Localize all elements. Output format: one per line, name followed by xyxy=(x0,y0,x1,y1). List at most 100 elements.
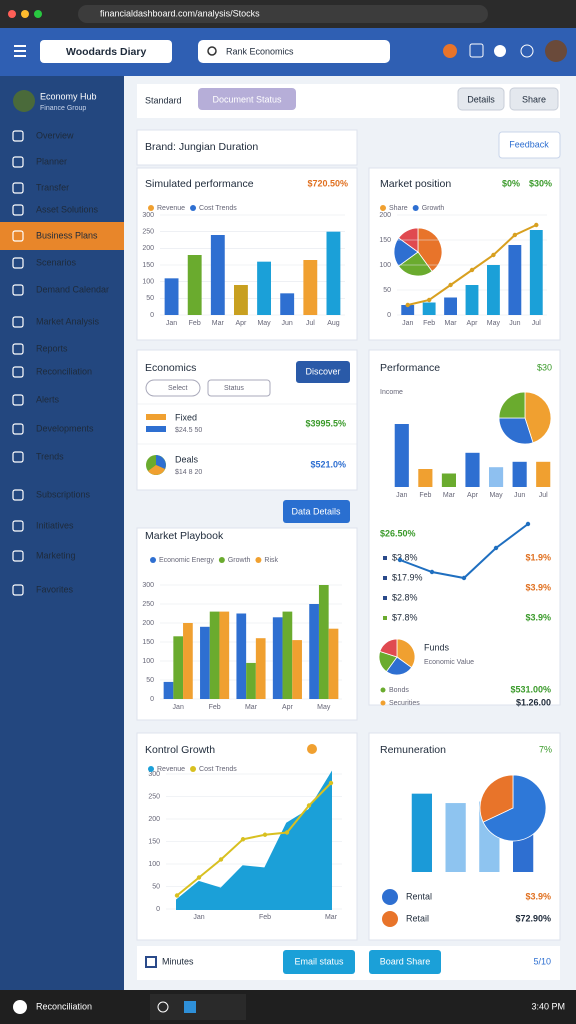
checkbox[interactable] xyxy=(145,956,157,968)
menu-item[interactable]: Market Analysis xyxy=(36,316,100,326)
task-icon[interactable] xyxy=(157,1001,169,1013)
status-pill[interactable] xyxy=(198,88,296,110)
menu-icon xyxy=(12,584,24,596)
row-name: Securities xyxy=(389,700,420,707)
header-icon[interactable] xyxy=(469,43,484,58)
x-tick-label: Jun xyxy=(509,320,520,327)
header-icon[interactable] xyxy=(494,45,506,57)
discover-button[interactable] xyxy=(296,361,350,383)
menu-icon xyxy=(12,366,24,378)
view-select[interactable]: Standard xyxy=(145,95,182,105)
feedback-label: Feedback xyxy=(509,139,549,149)
menu-icon xyxy=(12,156,24,168)
x-tick-label: Mar xyxy=(445,320,458,327)
menu-item[interactable]: Demand Calendar xyxy=(36,284,109,294)
menu-item[interactable]: Alerts xyxy=(36,394,60,404)
taskbar-left: Reconciliation xyxy=(36,1001,92,1011)
search-box[interactable] xyxy=(198,40,390,63)
avatar[interactable] xyxy=(545,40,567,62)
app-title: Woodards Diary xyxy=(66,46,146,58)
y-tick-label: 200 xyxy=(379,212,391,219)
share-button[interactable] xyxy=(369,950,441,974)
x-tick-label: Mar xyxy=(443,492,456,499)
menu-item[interactable]: Overview xyxy=(36,130,74,140)
x-tick-label: Mar xyxy=(325,914,338,921)
x-tick-label: Jan xyxy=(396,492,407,499)
x-tick-label: Jul xyxy=(532,320,541,327)
x-tick-label: Jan xyxy=(402,320,413,327)
window-close[interactable] xyxy=(8,10,16,18)
menu-item[interactable]: Asset Solutions xyxy=(36,204,99,214)
x-tick-label: Jun xyxy=(514,492,525,499)
point xyxy=(461,575,467,581)
bullet xyxy=(383,596,387,600)
menu-item[interactable]: Subscriptions xyxy=(36,489,91,499)
task-icon[interactable] xyxy=(184,1001,196,1013)
data-details-button[interactable] xyxy=(283,500,350,523)
menu-icon[interactable] xyxy=(14,45,26,57)
menu-item[interactable]: Favorites xyxy=(36,584,74,594)
y-tick-label: 50 xyxy=(146,677,154,684)
perf-value: $3.9% xyxy=(525,612,551,622)
point xyxy=(306,803,312,808)
x-tick-label: Jul xyxy=(539,492,548,499)
start-icon[interactable] xyxy=(13,1000,27,1014)
bar xyxy=(512,461,527,487)
bar xyxy=(441,473,456,487)
header-icon[interactable] xyxy=(520,44,534,58)
x-tick-label: Feb xyxy=(259,914,271,921)
window-min[interactable] xyxy=(21,10,29,18)
menu-item[interactable]: Developments xyxy=(36,423,94,433)
row-value: $3995.5% xyxy=(305,418,346,428)
url: financialdashboard.com/analysis/Stocks xyxy=(100,8,260,18)
menu-item[interactable]: Trends xyxy=(36,451,64,461)
bar xyxy=(236,613,247,699)
legend-swatch xyxy=(190,766,197,772)
menu-icon xyxy=(12,257,24,269)
menu-item[interactable]: Reports xyxy=(36,343,68,353)
clock: 3:40 PM xyxy=(531,1001,565,1011)
x-tick-label: Apr xyxy=(467,320,479,327)
search-text: Rank Economics xyxy=(226,46,294,56)
details-button[interactable] xyxy=(457,87,505,111)
y-tick-label: 250 xyxy=(148,793,160,800)
menu-item[interactable]: Marketing xyxy=(36,550,76,560)
share-button[interactable] xyxy=(509,87,559,111)
pie-slice xyxy=(398,251,433,277)
menu-item[interactable]: Scenarios xyxy=(36,257,77,267)
feedback-button[interactable] xyxy=(498,131,561,159)
header-icon[interactable] xyxy=(443,44,457,58)
menu-icon xyxy=(12,316,24,328)
x-tick-label: Feb xyxy=(423,320,435,327)
perf-values: $26.50% $3.8% $17.9% $2.8% $7.8% $1.9% $3.9% $3… xyxy=(380,528,551,622)
bar xyxy=(246,662,256,699)
x-tick-label: Apr xyxy=(467,492,479,499)
bar xyxy=(209,611,220,699)
perf-value: $3.8% xyxy=(392,552,418,562)
filter[interactable] xyxy=(145,379,201,397)
row-sub: $24.5 50 xyxy=(175,427,202,434)
window-max[interactable] xyxy=(34,10,42,18)
row-value: $72.90% xyxy=(515,913,551,923)
menu-item[interactable]: Planner xyxy=(36,156,67,166)
url-field[interactable] xyxy=(78,5,488,23)
email-button[interactable] xyxy=(283,950,355,974)
menu-item[interactable]: Transfer xyxy=(36,182,69,192)
y-tick-label: 50 xyxy=(146,295,154,302)
user-name: Economy Hub xyxy=(40,91,97,101)
filter[interactable] xyxy=(207,379,271,397)
menu-icon xyxy=(12,182,24,194)
menu-item[interactable]: Business Plans xyxy=(36,230,98,240)
bar xyxy=(163,681,174,699)
bullet xyxy=(383,616,387,620)
bar xyxy=(187,255,202,315)
x-tick-label: Mar xyxy=(212,320,225,327)
legend-swatch xyxy=(148,205,154,211)
menu-item[interactable]: Initiatives xyxy=(36,520,74,530)
bullet xyxy=(383,576,387,580)
point xyxy=(426,297,432,303)
x-tick-label: Feb xyxy=(189,320,201,327)
menu-item[interactable]: Reconciliation xyxy=(36,366,92,376)
title-box[interactable] xyxy=(40,40,172,63)
bar xyxy=(465,452,480,487)
